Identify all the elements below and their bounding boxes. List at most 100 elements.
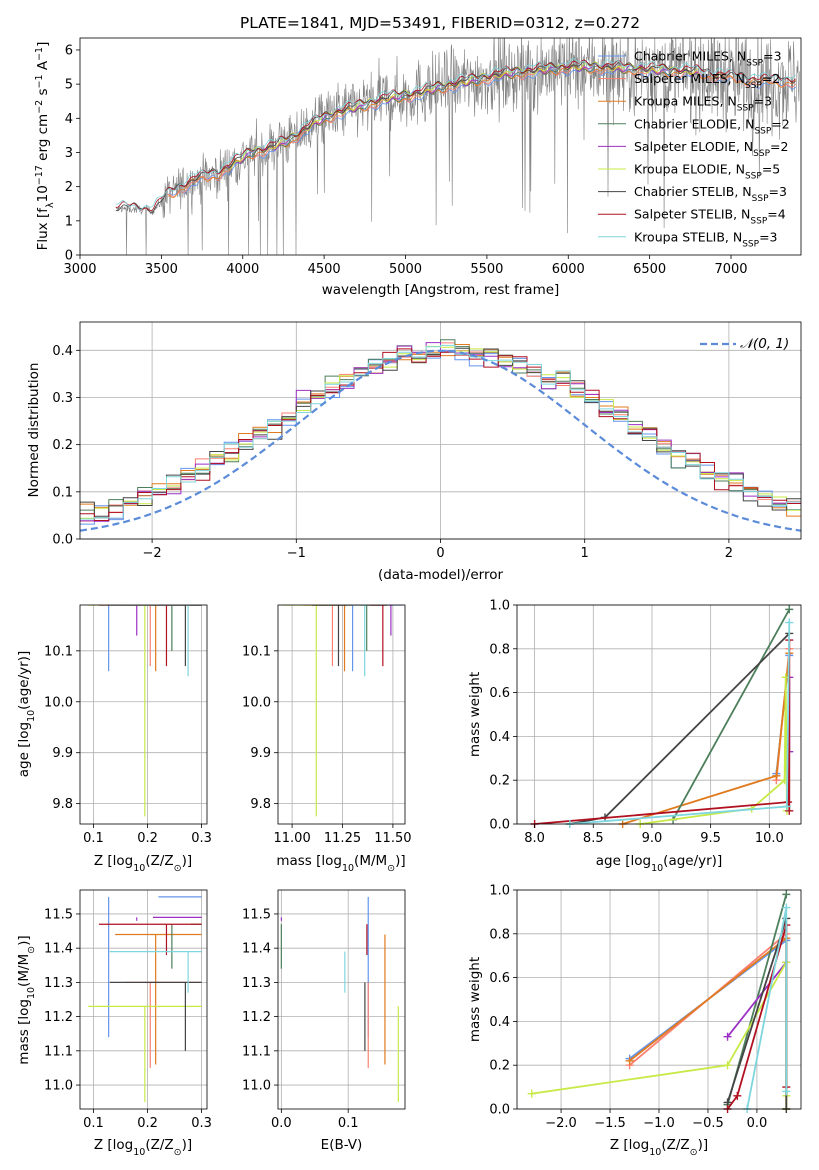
y-axis-label: Flux [fλ10−17 erg cm−2 s−1 A−1] [34,42,56,251]
x-axis-label: Z [log10(Z/Z⊙)] [94,853,192,874]
x-axis-label-part: (Z/Z [661,1137,689,1153]
x-tick-label: 0.1 [83,831,104,846]
legend-entry: Kroupa MILES, NSSP=3 [634,94,772,114]
model-line-salpeter-stelib [115,59,796,212]
x-tick-label: 9.0 [642,831,663,846]
spectrum-axes: 3000 3500 4000 4500 5000 5500 6000 6500 7000 0 1 2 3… [63,37,802,277]
y-axis-label-part: 10 [26,710,37,722]
spectrum-frame [79,37,802,256]
x-axis-label-part: (age/yr)] [663,853,722,869]
age-Z-frame [79,604,208,825]
x-tick-label: 6000 [552,262,585,277]
y-axis-label: mass weight [467,957,483,1042]
y-axis-label-part: −2 [34,100,45,114]
x-axis-label: Z [log10(Z/Z⊙)] [94,1137,192,1158]
legend-label: Kroupa MILES, N [634,94,737,109]
y-axis-label-part: A [35,60,51,74]
x-tick-label: 3500 [145,262,178,277]
y-tick-label: 11.5 [242,907,271,922]
y-axis-label-part: 10 [35,185,51,202]
y-axis-label-part: mass [log [16,999,32,1065]
y-tick-label: 9.8 [52,797,73,812]
y-tick-label: 0.4 [489,730,510,745]
weight-line [640,677,788,824]
y-tick-label: 11.1 [242,1044,271,1059]
y-tick-label: 11.2 [44,1010,73,1025]
normal-distribution-curve [80,349,801,532]
legend-label: Salpeter STELIB, N [634,207,750,222]
x-tick-label: 10.0 [755,831,784,846]
x-tick-label: 11.50 [374,831,411,846]
y-axis-label-part: λ [45,202,56,208]
y-tick-label: 4 [65,112,73,127]
x-axis-label-part: ⊙ [174,1147,182,1158]
legend-entry: Chabrier ELODIE, NSSP=2 [634,116,790,136]
y-tick-label: 0.6 [489,971,510,986]
legend-entry: Chabrier MILES, NSSP=3 [634,49,782,69]
model-line-kroupa-miles [167,64,797,198]
weight-point-marker [782,903,791,912]
y-tick-label: 9.9 [52,746,73,761]
y-tick-label: 11.0 [242,1079,271,1094]
x-tick-label: 0.0 [271,1116,292,1131]
x-tick-label: 11.25 [324,831,361,846]
y-axis-label-part: s [35,88,51,99]
weight-point-marker [723,1061,732,1070]
x-axis-label-part: )] [395,853,406,869]
mass-Z-axes: 0.1 0.2 0.3 11.0 11.1 11.2 11.3 11.4 11.5 [44,889,212,1131]
weight-point-marker [785,806,794,815]
x-tick-label: 0 [436,546,444,561]
x-tick-label: 5500 [470,262,503,277]
y-tick-label: 11.4 [242,942,271,957]
x-tick-label: 0.3 [191,831,212,846]
mass-ebv-panel [278,890,405,1109]
legend-value: =3 [754,94,772,109]
legend-sub: SSP [742,239,759,249]
weight-point-marker [782,1087,791,1096]
x-axis-label: Z [log10(Z/Z⊙)] [610,1137,708,1158]
y-tick-label: 1.0 [489,884,510,899]
y-tick-label: 0.8 [489,642,510,657]
residuals-panel [80,322,801,540]
residuals-axes: −2 −1 0 1 2 0.0 0.1 0.2 0.3 0.4 [52,321,802,561]
weight-point-marker [784,798,793,807]
x-tick-label: 9.5 [700,831,721,846]
mass-ebv-axes: 0.0 0.1 11.0 11.1 11.2 11.3 11.4 11.5 [242,889,406,1131]
legend-label: Kroupa ELODIE, N [634,162,745,177]
legend-entry: Chabrier STELIB, NSSP=3 [634,184,787,204]
x-tick-label: 8.5 [583,831,604,846]
histogram-kroupa-stelib [80,344,801,520]
x-axis-label-part: age [log [596,853,651,869]
y-tick-label: 11.2 [242,1010,271,1025]
y-axis-label: mass [log10(M/M⊙)] [16,935,37,1064]
weight-point-marker [782,802,791,811]
y-tick-label: 0.0 [489,1103,510,1118]
x-tick-label: 1 [581,546,589,561]
mass-Z-panel [80,890,207,1109]
y-tick-label: 0.2 [489,774,510,789]
x-tick-label: 6500 [633,262,666,277]
chart-title: PLATE=1841, MJD=53491, FIBERID=0312, z=0… [240,14,640,32]
x-tick-label: 0.0 [747,1116,768,1131]
legend-value: =2 [771,116,789,131]
y-tick-label: 11.4 [44,942,73,957]
x-tick-label: 11.00 [274,831,311,846]
age-mass-frame [277,604,406,825]
massweight-age-panel [517,604,801,828]
x-axis-label-part: 10 [649,1147,661,1158]
legend-entry: Kroupa STELIB, NSSP=3 [634,229,778,249]
y-tick-label: 3 [65,146,73,161]
y-tick-label: 0.4 [489,1015,510,1030]
legend-entry: 𝒩(0, 1) [740,336,789,352]
x-axis-label-part: 10 [342,863,354,874]
y-axis-label: Normed distribution [26,363,42,498]
model-line-kroupa-stelib [115,58,796,211]
weight-point-marker [527,1089,536,1098]
legend-value: =3 [759,229,777,244]
model-line-kroupa-elodie [226,61,699,170]
legend-label: Kroupa STELIB, N [634,229,742,244]
age-mass-panel [278,605,405,824]
weight-point-marker [785,605,794,614]
